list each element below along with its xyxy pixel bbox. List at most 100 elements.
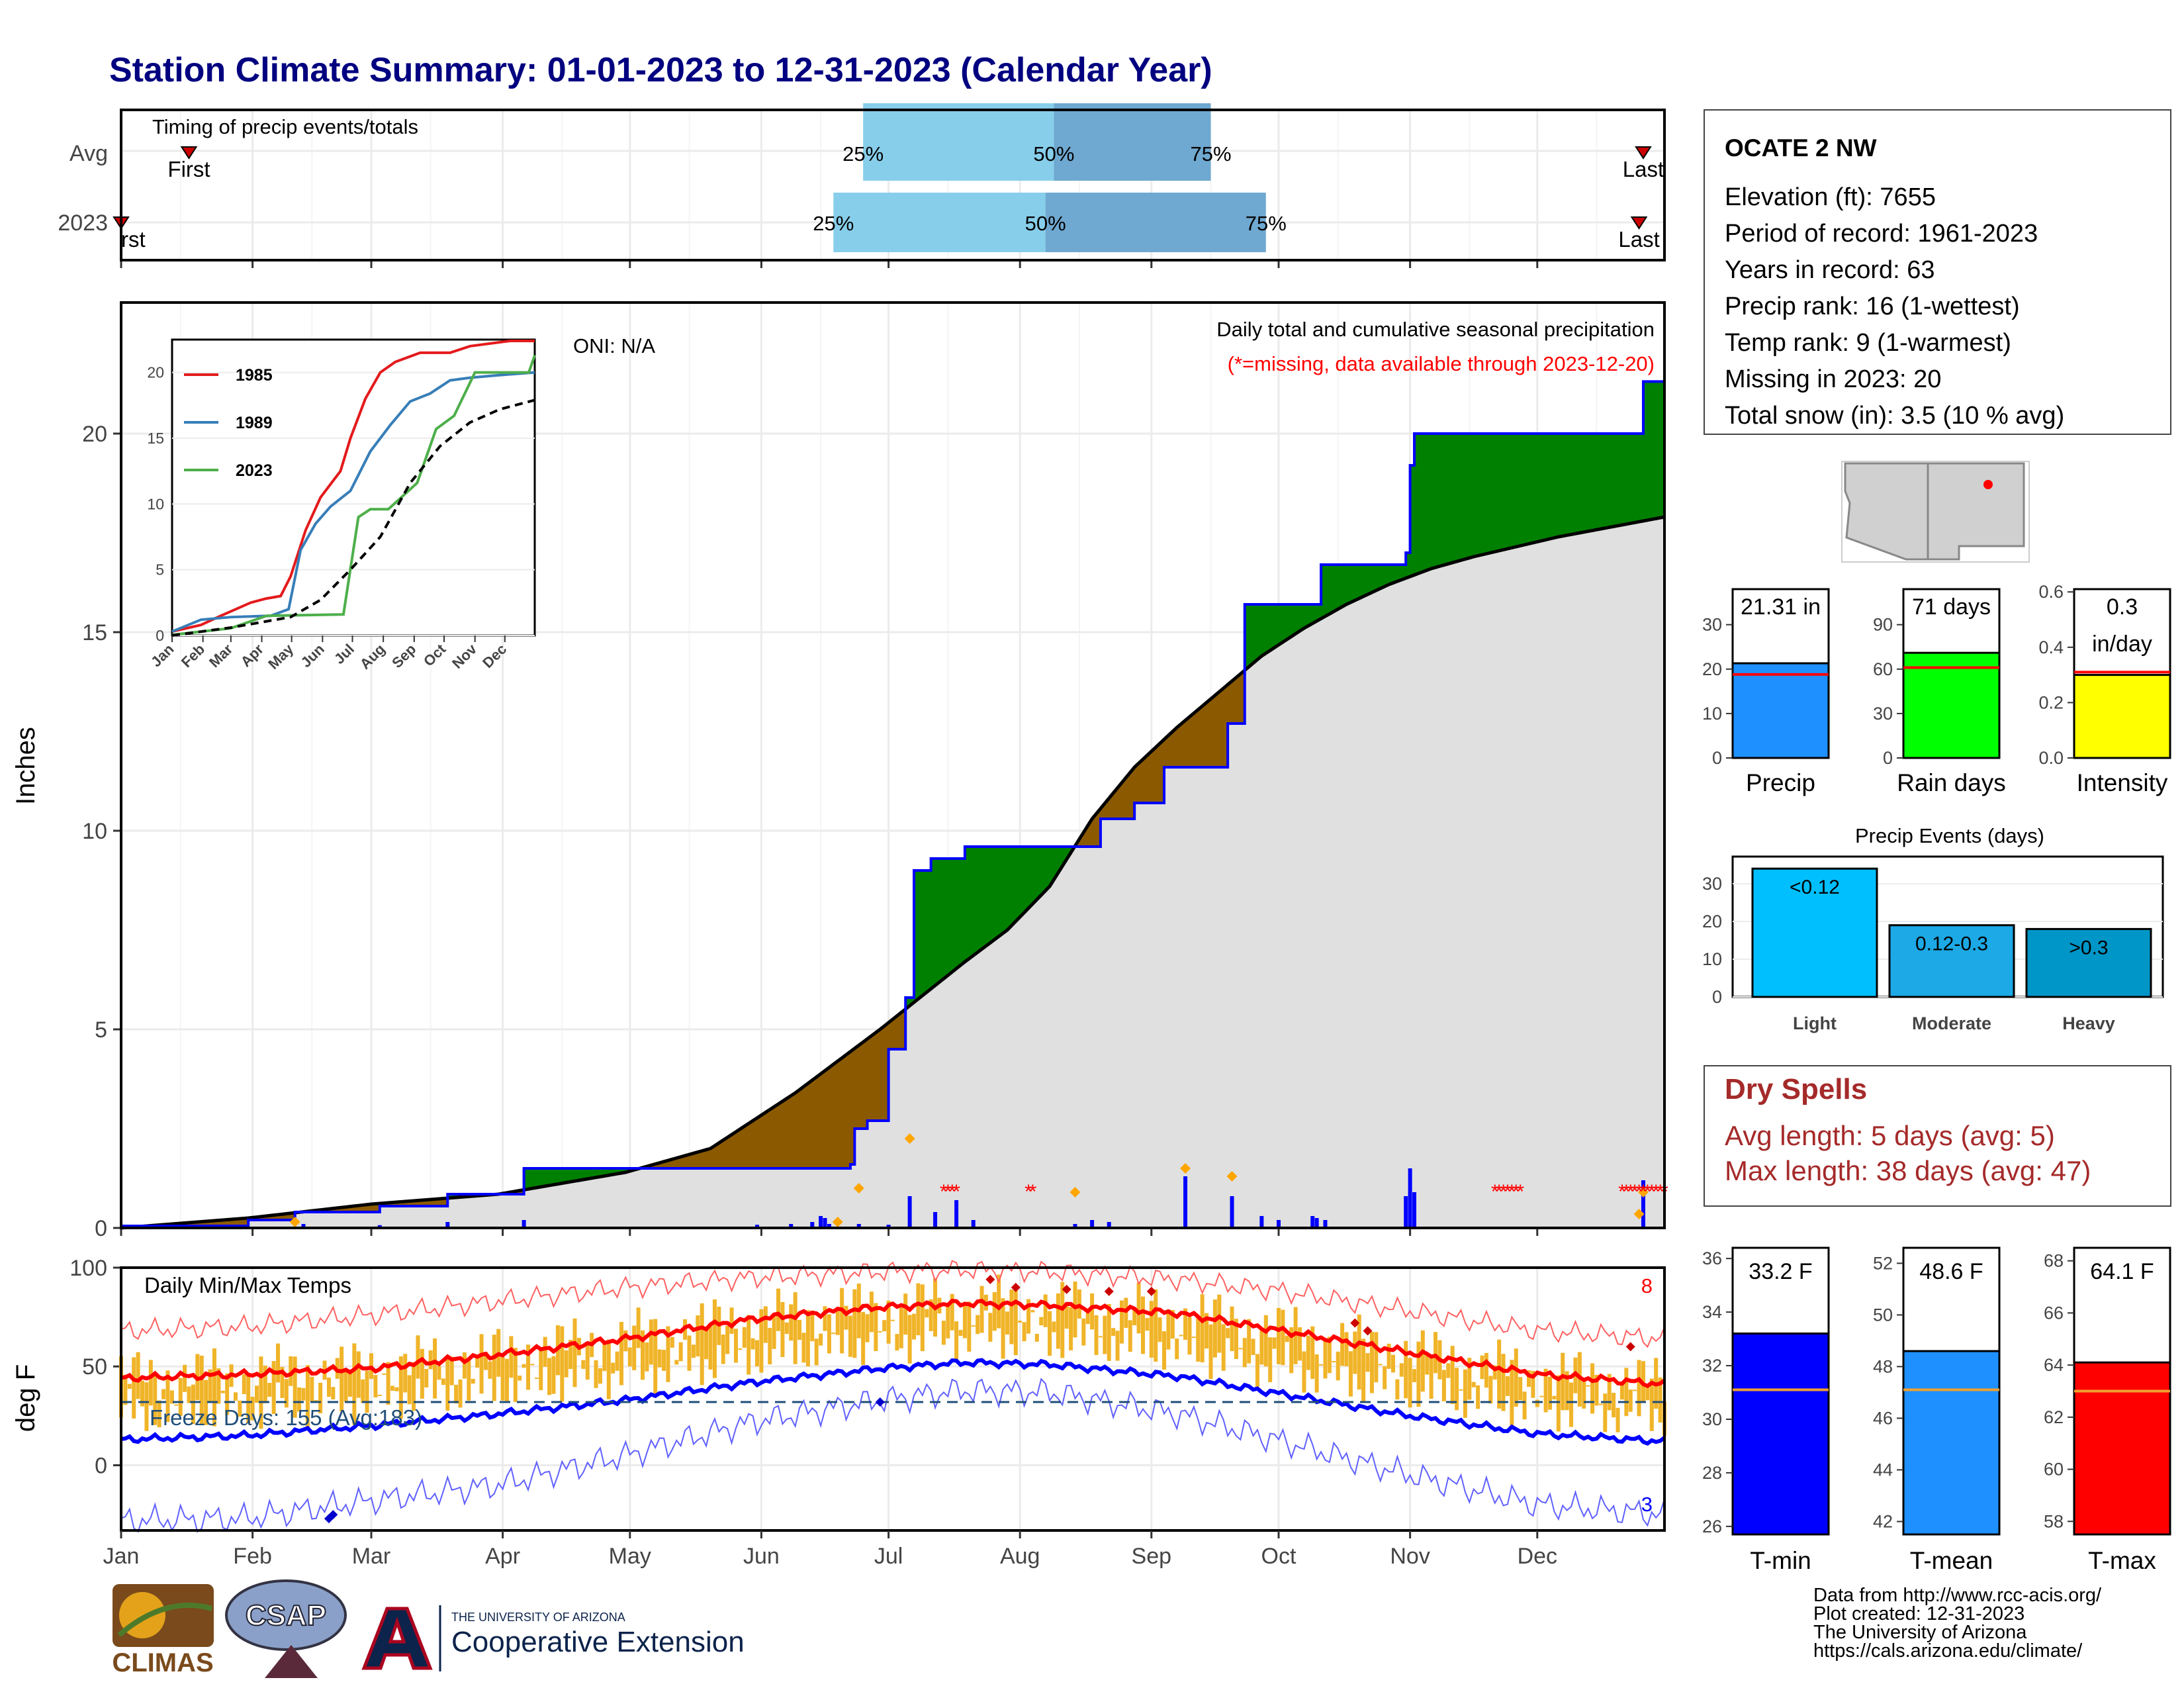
missing-data-marker: * [944, 1181, 952, 1203]
missing-data-marker: * [1622, 1181, 1630, 1203]
daily-temp-bar [1018, 1321, 1023, 1323]
daily-temp-bar [988, 1313, 993, 1342]
inset-month-label: Aug [357, 641, 388, 673]
timing-event-marker [180, 146, 198, 160]
events-bar-label: <0.12 [1790, 876, 1840, 898]
daily-temp-bar [191, 1384, 195, 1425]
daily-temp-bar [793, 1292, 797, 1364]
daily-temp-bar [1619, 1382, 1624, 1400]
daily-temp-bar [814, 1338, 819, 1366]
temp-summary-tick-label: 58 [2044, 1511, 2064, 1531]
snow-marker [904, 1133, 915, 1144]
daily-temp-bar [347, 1370, 352, 1397]
daily-temp-bar [1013, 1289, 1018, 1356]
daily-temp-bar [547, 1358, 552, 1395]
daily-temp-bar [1001, 1298, 1005, 1359]
daily-temp-bar [1149, 1301, 1154, 1358]
daily-temp-bar [441, 1378, 445, 1385]
daily-temp-bar [1624, 1368, 1629, 1417]
timing-panel: Timing of precip events/totals Avg 2023 … [58, 103, 1666, 268]
daily-temp-bar [267, 1382, 272, 1397]
month-axis-label: Dec [1518, 1544, 1557, 1569]
temp-y-tick-label: 0 [95, 1453, 107, 1478]
station-info-line: Precip rank: 16 (1-wettest) [1725, 293, 2020, 320]
daily-temp-bar [958, 1330, 963, 1336]
page-title: Station Climate Summary: 01-01-2023 to 1… [109, 51, 1212, 89]
temp-summary-tick-label: 62 [2044, 1407, 2064, 1427]
missing-data-marker: * [1029, 1181, 1037, 1203]
daily-precip-bar [377, 1225, 382, 1228]
summary-bar-value: 0.3 [2107, 594, 2138, 620]
daily-temp-bar [123, 1374, 128, 1405]
daily-temp-bar [386, 1362, 390, 1405]
record-high-marker [1146, 1286, 1156, 1296]
daily-temp-bar [488, 1361, 492, 1379]
snow-marker [289, 1217, 300, 1227]
daily-precip-bar [856, 1224, 861, 1228]
inset-legend-label: 1985 [236, 366, 273, 385]
daily-temp-bar [678, 1342, 683, 1362]
daily-precip-bar [1408, 1168, 1412, 1228]
daily-temp-bar [1212, 1299, 1217, 1358]
daily-temp-bar [238, 1400, 242, 1417]
daily-temp-bar [789, 1304, 794, 1341]
daily-temp-bar [1034, 1334, 1039, 1342]
avg-min-line [120, 1358, 1666, 1446]
timing-percentile-label: 25% [842, 142, 884, 165]
daily-temp-bar [458, 1379, 463, 1408]
cumulative-avg-line [120, 515, 1665, 1230]
temp-summary-label: T-max [2088, 1547, 2156, 1574]
daily-temp-bar [1590, 1363, 1595, 1414]
daily-temp-bar [246, 1373, 251, 1424]
summary-bar-tick-label: 60 [1873, 659, 1893, 679]
daily-precip-bar [907, 1196, 912, 1228]
temp-summary-tick-label: 60 [2044, 1460, 2064, 1479]
dry-spells-frame [1704, 1065, 2171, 1207]
daily-temp-bar [967, 1301, 972, 1352]
daily-temp-bar [263, 1365, 267, 1403]
daily-temp-bar [398, 1356, 403, 1419]
daily-temp-bar [1569, 1382, 1574, 1427]
inset-y-tick-label: 10 [147, 495, 164, 512]
daily-temp-bar [297, 1387, 302, 1412]
daily-temp-bar [1022, 1322, 1026, 1342]
daily-temp-bar [326, 1378, 331, 1397]
daily-temp-bar [962, 1303, 967, 1338]
missing-data-marker: * [1627, 1181, 1635, 1203]
daily-temp-bar [1048, 1311, 1052, 1356]
daily-temp-bar [861, 1311, 866, 1365]
daily-temp-bar [1348, 1351, 1353, 1397]
daily-temp-bar [522, 1364, 526, 1368]
station-location-marker [1983, 480, 1993, 489]
daily-temp-bar [805, 1310, 810, 1367]
daily-temp-bar [1548, 1376, 1553, 1410]
daily-temp-bar [1582, 1381, 1586, 1409]
daily-temp-bar [831, 1333, 836, 1335]
daily-temp-bar [954, 1321, 959, 1361]
daily-temp-bar [1069, 1307, 1073, 1350]
daily-temp-bar [479, 1334, 484, 1394]
daily-temp-bar [233, 1392, 238, 1401]
temp-summary-value: 64.1 F [2090, 1259, 2154, 1284]
daily-temp-bar [852, 1289, 857, 1358]
daily-temp-bar [187, 1386, 191, 1403]
daily-temp-bar [670, 1336, 674, 1348]
temp-summary-tick-label: 64 [2044, 1355, 2064, 1375]
daily-precip-bar [1090, 1220, 1095, 1228]
daily-temp-bar [1285, 1335, 1289, 1342]
daily-precip-bar [1073, 1224, 1077, 1228]
temp-summary-tick-label: 48 [1873, 1356, 1893, 1376]
month-axis-label: Jun [743, 1544, 780, 1569]
above-average-area [121, 381, 1664, 1228]
daily-temp-bar [649, 1319, 653, 1365]
daily-temp-bar [1441, 1370, 1446, 1401]
footer-line-1: Data from http://www.rcc-acis.org/ [1813, 1585, 2102, 1606]
missing-data-marker: * [1495, 1181, 1503, 1203]
missing-data-marker: * [1504, 1181, 1512, 1203]
daily-temp-bar [530, 1364, 535, 1366]
daily-temp-bar [1289, 1327, 1294, 1374]
daily-temp-bar [1603, 1393, 1608, 1432]
daily-precip-bar [810, 1222, 815, 1228]
timing-event-marker [1630, 216, 1648, 230]
daily-temp-bar [1383, 1366, 1387, 1389]
